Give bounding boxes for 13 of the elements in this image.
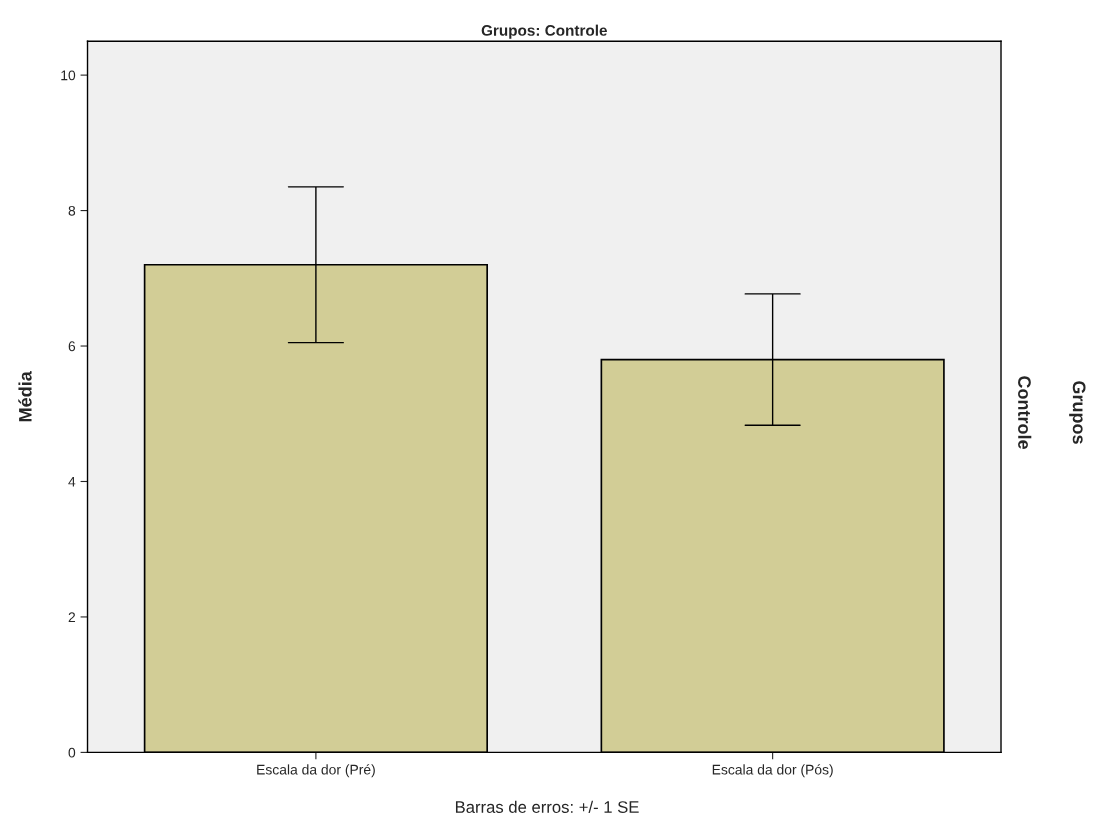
y-tick-label: 8	[68, 205, 76, 216]
y-tick-label: 4	[68, 476, 76, 487]
x-tick-label: Escala da dor (Pós)	[712, 764, 833, 778]
y-tick-label: 6	[68, 341, 76, 352]
y-tick-label: 10	[61, 70, 76, 81]
text: Grupos	[1069, 381, 1086, 444]
y-axis-title: Média	[18, 371, 32, 422]
chart-title: Grupos: Controle	[481, 24, 607, 39]
x-tick-label: Escala da dor (Pré)	[257, 764, 375, 778]
text: Barras de erros: +/- 1 SE	[455, 800, 639, 813]
text: Controle	[1018, 376, 1032, 449]
y-tick-label: 2	[68, 612, 76, 622]
y-tick-label: 0	[68, 747, 76, 758]
